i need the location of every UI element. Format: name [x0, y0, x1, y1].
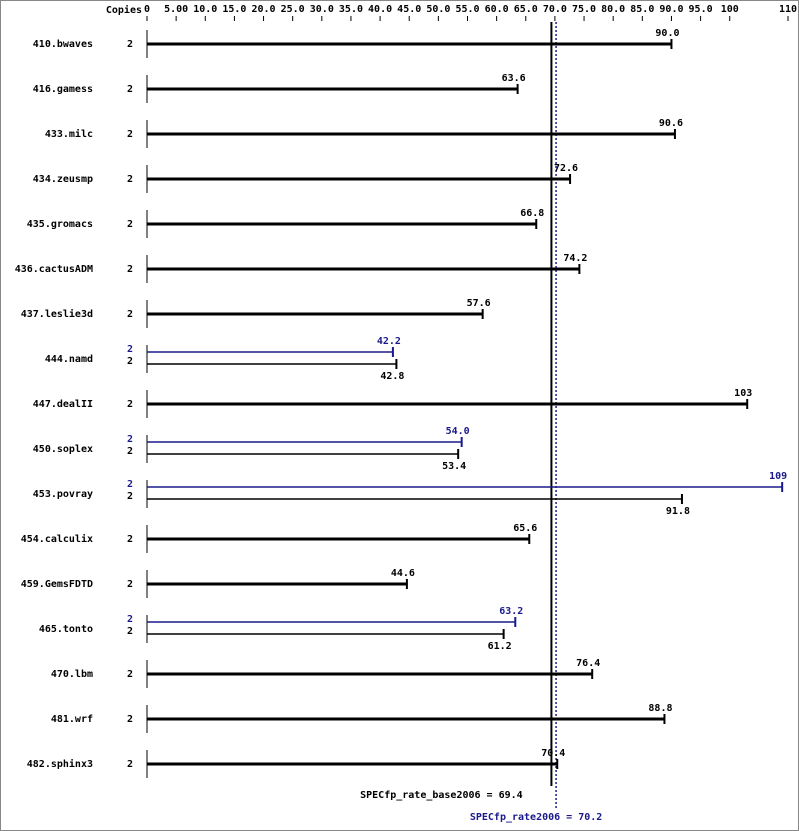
copies: 2 — [127, 344, 133, 355]
copies: 2 — [127, 309, 133, 320]
x-tick-label: 65.0 — [514, 4, 538, 15]
x-tick-label: 5.00 — [164, 4, 188, 15]
benchmark-name: 465.tonto — [39, 624, 93, 635]
benchmark-name: 482.sphinx3 — [27, 758, 93, 770]
x-tick-label: 0 — [144, 4, 150, 15]
value-label: 63.2 — [499, 606, 523, 617]
x-tick-label: 45.0 — [397, 4, 421, 15]
benchmark-name: 436.cactusADM — [15, 264, 93, 275]
value-label: 72.6 — [554, 163, 578, 174]
copies: 2 — [127, 614, 133, 625]
x-tick-label: 60.0 — [485, 4, 509, 15]
benchmark-name: 470.lbm — [51, 669, 93, 680]
value-label: 61.2 — [488, 641, 512, 652]
copies-header: Copies — [106, 4, 142, 16]
value-label: 103 — [734, 388, 752, 399]
x-tick-label: 25.0 — [281, 4, 305, 15]
x-tick-label: 30.0 — [310, 4, 334, 15]
value-label: 90.0 — [655, 28, 679, 39]
copies: 2 — [127, 759, 133, 770]
x-tick-label: 80.0 — [601, 4, 625, 15]
copies: 2 — [127, 579, 133, 590]
x-tick-label: 15.0 — [222, 4, 246, 15]
x-tick-label: 10.0 — [193, 4, 217, 15]
benchmark-name: 481.wrf — [51, 714, 93, 725]
x-tick-label: 50.0 — [426, 4, 450, 15]
copies: 2 — [127, 626, 133, 637]
value-label: 42.8 — [380, 371, 404, 382]
x-tick-label: 20.0 — [251, 4, 275, 15]
benchmark-name: 434.zeusmp — [33, 174, 93, 185]
benchmark-name: 447.dealII — [33, 399, 93, 410]
benchmark-name: 435.gromacs — [27, 219, 93, 230]
value-label: 76.4 — [576, 658, 600, 669]
value-label: 66.8 — [520, 208, 544, 219]
value-label: 109 — [769, 471, 787, 482]
value-label: 70.4 — [541, 748, 565, 759]
copies: 2 — [127, 714, 133, 725]
copies: 2 — [127, 174, 133, 185]
copies: 2 — [127, 129, 133, 140]
benchmark-name: 450.soplex — [33, 444, 93, 455]
benchmark-name: 454.calculix — [21, 533, 93, 545]
value-label: 42.2 — [377, 336, 401, 347]
x-tick-label: 100 — [721, 4, 739, 15]
copies: 2 — [127, 479, 133, 490]
x-tick-label: 110 — [779, 4, 797, 15]
copies: 2 — [127, 84, 133, 95]
copies: 2 — [127, 534, 133, 545]
value-label: 63.6 — [502, 73, 526, 84]
benchmark-name: 459.GemsFDTD — [21, 579, 93, 590]
x-tick-label: 75.0 — [572, 4, 596, 15]
reference-label: SPECfp_rate_base2006 = 69.4 — [360, 790, 523, 801]
copies: 2 — [127, 491, 133, 502]
x-tick-label: 70.0 — [543, 4, 567, 15]
copies: 2 — [127, 446, 133, 457]
copies: 2 — [127, 669, 133, 680]
copies: 2 — [127, 219, 133, 230]
x-tick-label: 90.0 — [659, 4, 683, 15]
value-label: 44.6 — [391, 568, 415, 579]
benchmark-name: 410.bwaves — [33, 39, 93, 50]
copies: 2 — [127, 399, 133, 410]
benchmark-name: 437.leslie3d — [21, 308, 93, 320]
reference-label: SPECfp_rate2006 = 70.2 — [470, 812, 602, 823]
x-tick-label: 85.0 — [630, 4, 654, 15]
benchmark-name: 433.milc — [45, 128, 93, 140]
x-tick-label: 40.0 — [368, 4, 392, 15]
x-tick-label: 95.0 — [689, 4, 713, 15]
copies: 2 — [127, 264, 133, 275]
copies: 2 — [127, 434, 133, 445]
value-label: 54.0 — [446, 426, 470, 437]
benchmark-name: 453.povray — [33, 489, 93, 500]
value-label: 57.6 — [467, 298, 491, 309]
benchmark-name: 444.namd — [45, 354, 93, 365]
value-label: 74.2 — [563, 253, 587, 264]
x-tick-label: 55.0 — [455, 4, 479, 15]
copies: 2 — [127, 39, 133, 50]
benchmark-name: 416.gamess — [33, 84, 93, 95]
x-tick-label: 35.0 — [339, 4, 363, 15]
value-label: 90.6 — [659, 118, 683, 129]
value-label: 88.8 — [648, 703, 672, 714]
value-label: 53.4 — [442, 461, 466, 472]
value-label: 65.6 — [513, 523, 537, 534]
copies: 2 — [127, 356, 133, 367]
value-label: 91.8 — [666, 506, 690, 517]
